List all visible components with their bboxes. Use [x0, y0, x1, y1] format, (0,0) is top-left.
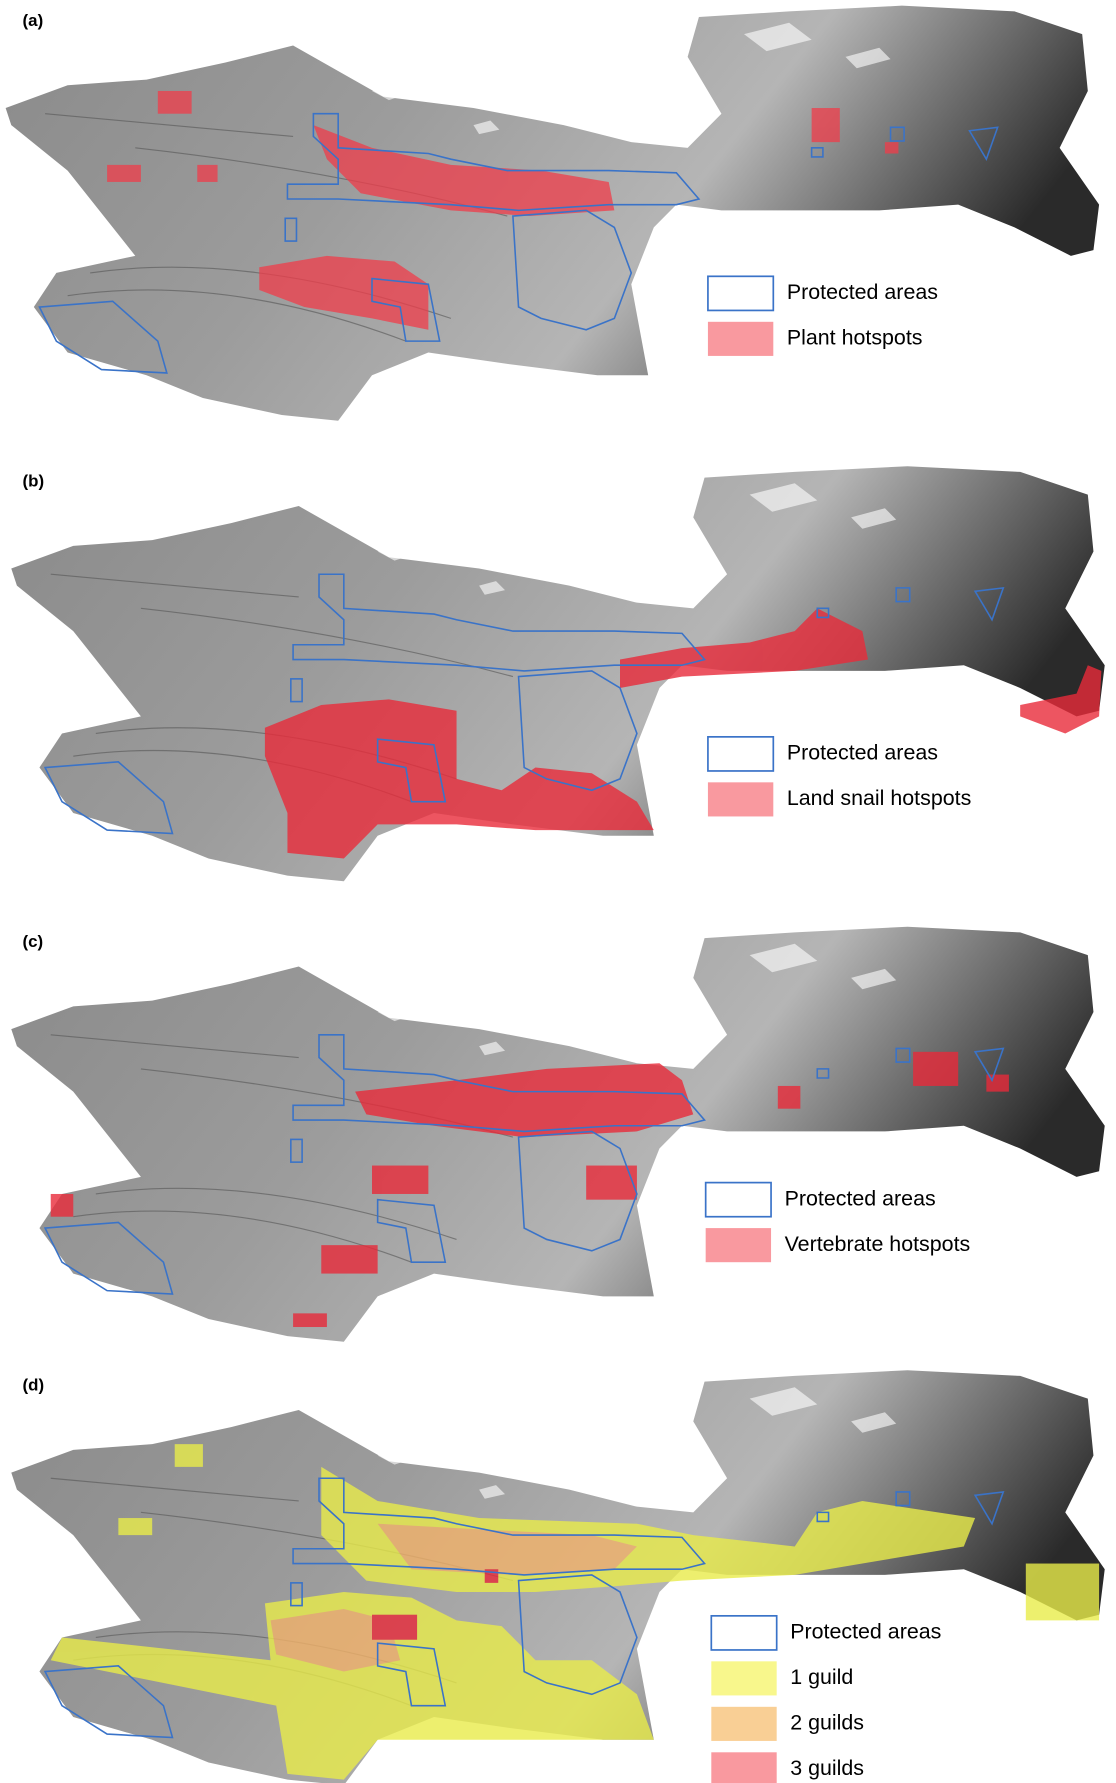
legend-swatch [708, 322, 773, 356]
panel-label: (d) [23, 1376, 45, 1395]
legend-label: 2 guilds [790, 1710, 864, 1734]
panel-a: (a) [6, 6, 1099, 421]
legend-swatch [711, 1661, 776, 1695]
legend: Protected areas Vertebrate hotspots [706, 1183, 971, 1263]
legend: Protected areas Plant hotspots [708, 276, 938, 356]
legend-swatch [711, 1707, 776, 1741]
panel-d: (d) [11, 1370, 1104, 1783]
legend-label: Vertebrate hotspots [785, 1232, 971, 1256]
panel-label: (a) [23, 11, 44, 30]
legend-label: 3 guilds [790, 1756, 864, 1780]
legend-label: Protected areas [790, 1620, 941, 1644]
legend-swatch [708, 782, 773, 816]
legend: Protected areas 1 guild 2 guilds 3 guild… [711, 1616, 941, 1783]
panel-label: (c) [23, 932, 44, 951]
panel-c: (c) [11, 927, 1104, 1342]
legend-swatch [706, 1183, 771, 1217]
panel-label: (b) [23, 472, 45, 491]
legend-label: Protected areas [785, 1186, 936, 1210]
legend: Protected areas Land snail hotspots [708, 737, 971, 817]
legend-label: Protected areas [787, 280, 938, 304]
page: (a) (b) (c) (d) Protected areas Plant ho… [0, 0, 1116, 1783]
legend-label: 1 guild [790, 1665, 853, 1689]
legend-swatch [711, 1616, 776, 1650]
figure: (a) (b) (c) (d) Protected areas Plant ho… [0, 0, 1116, 1783]
panel-b: (b) [11, 466, 1104, 881]
legend-swatch [711, 1752, 776, 1783]
legend-label: Protected areas [787, 741, 938, 765]
legend-swatch [706, 1228, 771, 1262]
legend-swatch [708, 737, 773, 771]
legend-swatch [708, 276, 773, 310]
legend-label: Plant hotspots [787, 325, 923, 349]
legend-label: Land snail hotspots [787, 786, 971, 810]
